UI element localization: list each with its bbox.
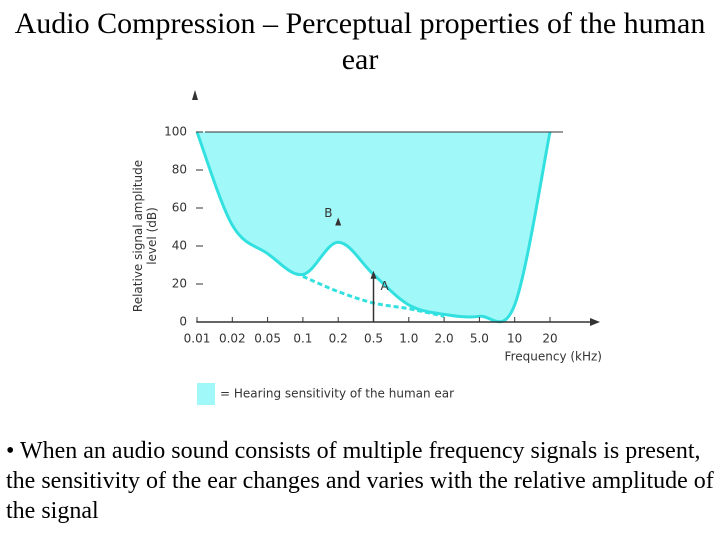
x-axis-arrow <box>590 318 600 326</box>
annotation: B <box>324 206 332 220</box>
x-tick-label: 5.0 <box>470 332 489 346</box>
x-tick-label: 0.02 <box>219 332 246 346</box>
bullet-text: • When an audio sound consists of multip… <box>6 438 714 524</box>
annotation: A <box>381 279 390 293</box>
x-tick-label: 0.5 <box>364 332 383 346</box>
y-axis-arrow <box>192 90 198 100</box>
y-axis-label: Relative signal amplitude level (dB) <box>131 159 159 313</box>
y-tick-label: 100 <box>164 125 187 139</box>
x-tick-label: 0.2 <box>329 332 348 346</box>
x-tick-label: 0.1 <box>293 332 312 346</box>
x-tick-label: 0.05 <box>254 332 281 346</box>
x-tick-label: 0.01 <box>184 332 211 346</box>
x-tick-label: 2.0 <box>435 332 454 346</box>
x-tick-label: 1.0 <box>399 332 418 346</box>
x-tick-label: 10 <box>507 332 522 346</box>
x-tick-label: 20 <box>542 332 557 346</box>
area <box>197 132 550 322</box>
y-tick-label: 80 <box>172 163 187 177</box>
annotation-arrowhead <box>370 270 377 279</box>
y-tick-label: 40 <box>172 239 187 253</box>
chart: 0 20 40 60 80 100 0.01 0.02 0.05 0.1 0.2 0.5 1.0 2.0 5… <box>164 90 602 405</box>
y-tick-label: 20 <box>172 277 187 291</box>
curve <box>195 131 552 324</box>
y-tick-label: 60 <box>172 201 187 215</box>
slide-title: Audio Compression – Perceptual propertie… <box>14 7 706 76</box>
y-tick-label: 0 <box>179 315 187 329</box>
x-axis-label: Frequency (kHz) <box>505 350 602 364</box>
annotation-arrowhead <box>335 217 342 226</box>
legend-swatch <box>197 383 215 405</box>
legend-label: = Hearing sensitivity of the human ear <box>220 387 454 401</box>
